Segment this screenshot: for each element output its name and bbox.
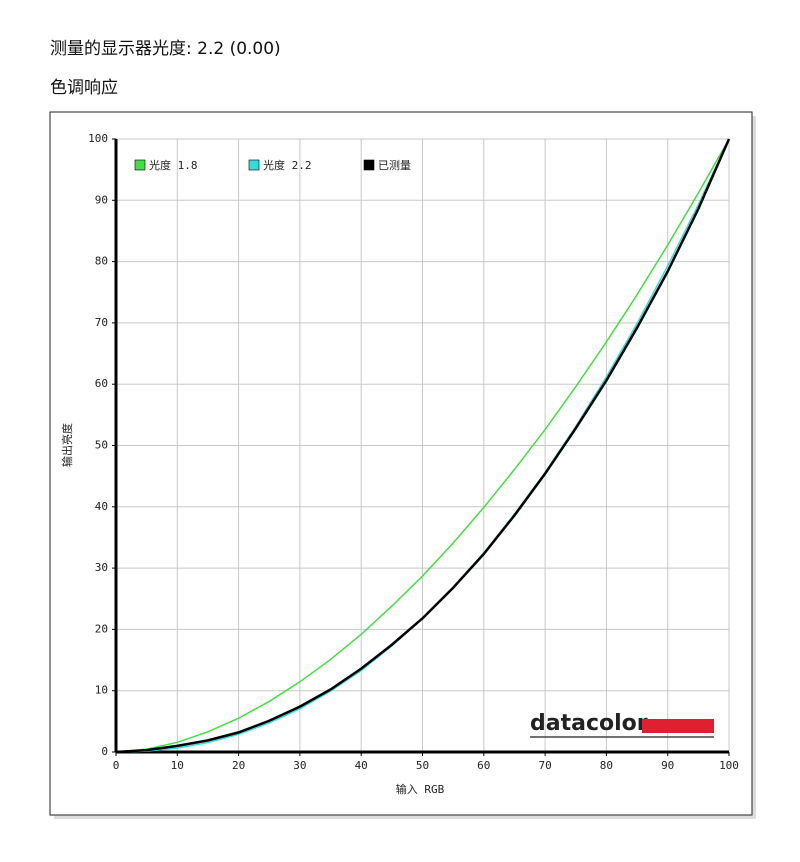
y-tick-label: 100 [88,132,108,145]
x-tick-label: 30 [293,759,306,772]
legend-label: 已测量 [378,159,411,172]
x-tick-label: 40 [355,759,368,772]
legend-swatch [248,159,260,171]
series-line [115,138,730,753]
y-tick-label: 0 [101,745,108,758]
legend-swatch [134,159,146,171]
y-tick-label: 50 [95,439,108,452]
legend-swatch [363,159,375,171]
x-tick-label: 70 [538,759,551,772]
y-tick-label: 90 [95,193,108,206]
x-tick-label: 80 [600,759,613,772]
chart-frame [49,111,753,816]
page-title: 测量的显示器光度: 2.2 (0.00) [50,39,281,59]
legend-label: 光度 2.2 [263,158,312,172]
y-tick-label: 60 [95,377,108,390]
x-tick-label: 0 [113,759,120,772]
series-line [115,138,731,754]
y-tick-label: 30 [95,561,108,574]
y-tick-label: 20 [95,622,108,635]
y-tick-label: 40 [95,500,108,513]
y-tick-label: 70 [95,316,108,329]
x-tick-label: 60 [477,759,490,772]
legend-label: 光度 1.8 [149,158,198,172]
x-axis-label: 输入 RGB [396,782,445,796]
x-tick-label: 100 [719,759,739,772]
logo: datacolor [530,711,648,736]
section-title: 色调响应 [50,78,118,98]
x-tick-label: 10 [171,759,184,772]
logo-bar [642,719,714,733]
y-tick-label: 80 [95,255,108,268]
y-tick-label: 10 [95,684,108,697]
x-tick-label: 90 [661,759,674,772]
x-tick-label: 50 [416,759,429,772]
x-tick-label: 20 [232,759,245,772]
y-axis-label: 输出亮度 [60,423,74,467]
